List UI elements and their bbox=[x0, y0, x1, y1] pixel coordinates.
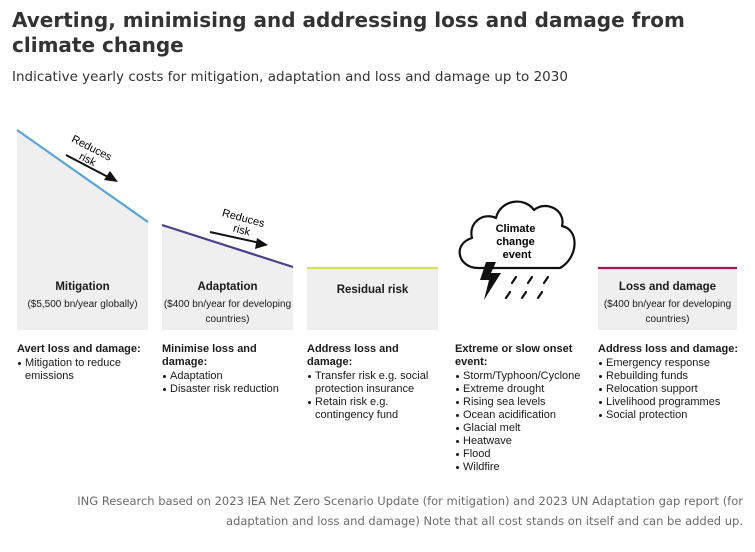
mitigation-name: Mitigation bbox=[55, 281, 110, 293]
list-item: Livelihood programmes bbox=[598, 396, 743, 409]
list-item: Wildfire bbox=[455, 461, 585, 474]
list-item: Disaster risk reduction bbox=[162, 383, 290, 396]
adaptation-details: Minimise loss and damage: Adaptation Dis… bbox=[162, 343, 290, 396]
rain-icon bbox=[504, 275, 550, 300]
residual-risk-label: Residual risk bbox=[307, 284, 438, 300]
reduces-risk-label-2: Reduces risk bbox=[218, 207, 269, 242]
climate-event-details: Extreme or slow onset event: Storm/Typho… bbox=[455, 343, 585, 474]
list-item: Rebuilding funds bbox=[598, 370, 743, 383]
list-item: Storm/Typhoon/Cyclone bbox=[455, 370, 585, 383]
list-item: Extreme drought bbox=[455, 383, 585, 396]
cloud-label: Climate change event bbox=[496, 223, 539, 261]
adaptation-label: Adaptation ($400 bn/year for developing … bbox=[162, 281, 293, 327]
adaptation-slope-line bbox=[161, 223, 294, 269]
residual-risk-name: Residual risk bbox=[336, 284, 409, 296]
mitigation-cost: ($5,500 bn/year globally) bbox=[27, 299, 138, 310]
loss-damage-label: Loss and damage ($400 bn/year for develo… bbox=[598, 281, 737, 327]
list-item: Glacial melt bbox=[455, 422, 585, 435]
residual-risk-details: Address loss and damage: Transfer risk e… bbox=[307, 343, 439, 422]
page-subtitle: Indicative yearly costs for mitigation, … bbox=[12, 69, 568, 85]
mitigation-heading: Avert loss and damage: bbox=[17, 343, 141, 355]
cloud-icon: Climate change event bbox=[458, 200, 576, 270]
list-item: Rising sea levels bbox=[455, 396, 585, 409]
mitigation-panel bbox=[17, 130, 148, 330]
mitigation-label: Mitigation ($5,500 bn/year globally) bbox=[17, 281, 148, 312]
residual-risk-heading: Address loss and damage: bbox=[307, 343, 399, 368]
list-item: Social protection bbox=[598, 409, 743, 422]
list-item: Transfer risk e.g. social protection ins… bbox=[307, 370, 439, 396]
list-item: Emergency response bbox=[598, 357, 743, 370]
adaptation-cost: ($400 bn/year for developing countries) bbox=[163, 299, 292, 325]
mitigation-details: Avert loss and damage: Mitigation to red… bbox=[17, 343, 152, 383]
adaptation-panel bbox=[162, 225, 293, 330]
loss-damage-heading: Address loss and damage: bbox=[598, 343, 738, 355]
mitigation-slope-line bbox=[16, 129, 149, 223]
loss-damage-name: Loss and damage bbox=[618, 281, 717, 293]
list-item: Retain risk e.g. contingency fund bbox=[307, 396, 439, 422]
source-footnote: ING Research based on 2023 IEA Net Zero … bbox=[77, 494, 743, 528]
adaptation-name: Adaptation bbox=[197, 281, 258, 293]
list-item: Flood bbox=[455, 448, 585, 461]
list-item: Ocean acidification bbox=[455, 409, 585, 422]
loss-damage-details: Address loss and damage: Emergency respo… bbox=[598, 343, 743, 422]
climate-event-heading: Extreme or slow onset event: bbox=[455, 343, 573, 368]
residual-risk-panel bbox=[307, 268, 438, 330]
list-item: Mitigation to reduce emissions bbox=[17, 357, 152, 383]
page-title: Averting, minimising and addressing loss… bbox=[12, 8, 685, 57]
loss-damage-panel bbox=[598, 268, 737, 330]
list-item: Adaptation bbox=[162, 370, 290, 383]
list-item: Relocation support bbox=[598, 383, 743, 396]
adaptation-heading: Minimise loss and damage: bbox=[162, 343, 257, 368]
loss-damage-cost: ($400 bn/year for developing countries) bbox=[603, 299, 732, 325]
lightning-icon bbox=[480, 262, 501, 300]
list-item: Heatwave bbox=[455, 435, 585, 448]
